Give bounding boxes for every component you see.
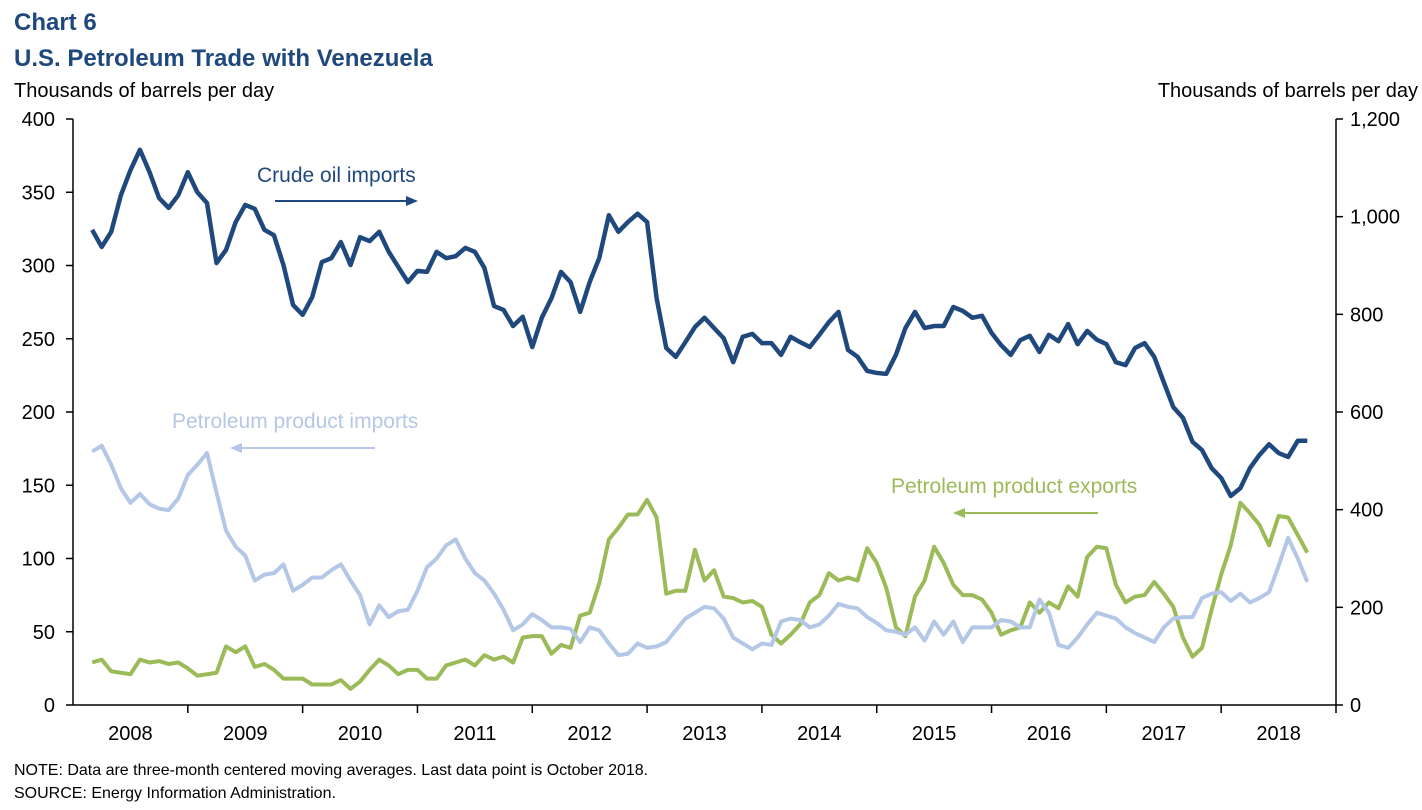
- chart-title: Chart 6: [14, 9, 97, 36]
- y-tick-label: 150: [22, 475, 55, 497]
- series-annotation: Crude oil imports: [257, 164, 416, 187]
- y2-tick-label: 1,200: [1350, 109, 1400, 131]
- y2-tick-label: 200: [1350, 597, 1383, 619]
- series-line: [91, 497, 1310, 691]
- y-tick-label: 350: [22, 182, 55, 204]
- y2-axis-label: Thousands of barrels per day: [1158, 80, 1418, 102]
- chart-subtitle: U.S. Petroleum Trade with Venezuela: [14, 45, 433, 72]
- y-tick-label: 300: [22, 256, 55, 278]
- source: SOURCE: Energy Information Administratio…: [14, 785, 336, 802]
- y2-tick-label: 600: [1350, 402, 1383, 424]
- y2-tick-label: 0: [1350, 695, 1361, 717]
- series-line: [90, 147, 1308, 499]
- note: NOTE: Data are three-month centered movi…: [14, 762, 648, 779]
- y2-tick-label: 1,000: [1350, 207, 1400, 229]
- x-tick-label: 2009: [223, 723, 268, 745]
- y-tick-label: 50: [33, 622, 55, 644]
- x-tick-label: 2018: [1256, 723, 1301, 745]
- annotation-arrows: [230, 196, 1098, 518]
- y2-tick-label: 800: [1350, 304, 1383, 326]
- y2-tick-label: 400: [1350, 500, 1383, 522]
- y-tick-label: 250: [22, 329, 55, 351]
- series-line: [91, 443, 1310, 658]
- y-tick-label: 200: [22, 402, 55, 424]
- x-tick-label: 2010: [338, 723, 383, 745]
- y-tick-label: 0: [44, 695, 55, 717]
- x-tick-label: 2015: [912, 723, 957, 745]
- series-annotation: Petroleum product exports: [891, 475, 1137, 498]
- x-tick-label: 2011: [453, 723, 496, 745]
- x-tick-label: 2016: [1027, 723, 1072, 745]
- x-tick-label: 2013: [682, 723, 727, 745]
- x-tick-label: 2012: [567, 723, 612, 745]
- x-tick-label: 2014: [797, 723, 842, 745]
- x-tick-label: 2008: [108, 723, 153, 745]
- series-annotation: Petroleum product imports: [172, 410, 418, 433]
- y-tick-label: 100: [22, 549, 55, 571]
- y-axis-label: Thousands of barrels per day: [14, 80, 274, 102]
- x-tick-label: 2017: [1142, 723, 1187, 745]
- y-tick-label: 400: [22, 109, 55, 131]
